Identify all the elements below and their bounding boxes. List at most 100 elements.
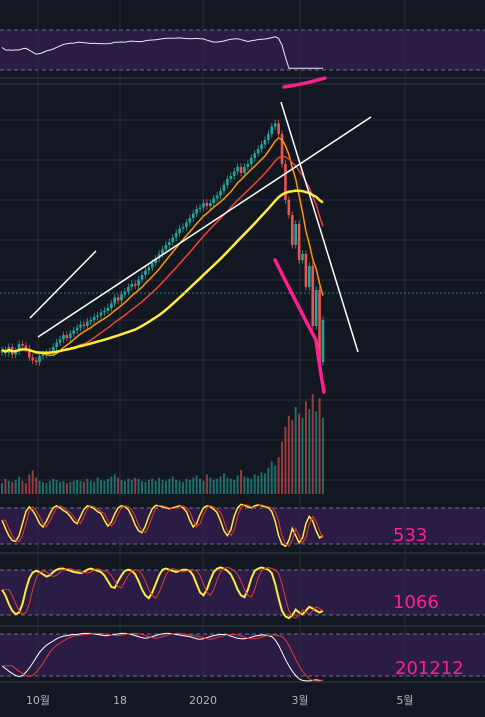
- candle-body: [280, 134, 284, 164]
- candle-body: [181, 227, 185, 229]
- volume-bar: [311, 394, 314, 494]
- volume-bar: [226, 477, 229, 494]
- candle-body: [79, 324, 82, 328]
- volume-bar: [181, 482, 184, 494]
- volume-bar: [212, 479, 215, 494]
- volume-bar: [257, 475, 260, 494]
- candle-body: [147, 267, 151, 271]
- candle-body: [232, 171, 236, 176]
- volume-bar: [168, 478, 171, 494]
- candle-body: [171, 237, 175, 242]
- osc-201212-panel-band: [0, 634, 485, 676]
- candle-body: [103, 311, 106, 313]
- volume-bar: [103, 480, 106, 494]
- annotation-rsi-stroke: [282, 76, 327, 89]
- osc-1066-yellow-line: [1, 566, 324, 620]
- candle-body: [297, 224, 301, 260]
- volume-bar: [45, 483, 48, 494]
- osc-533-yellow-line: [1, 503, 324, 548]
- volume-bar: [134, 477, 137, 494]
- candle-body: [226, 179, 229, 185]
- volume-bar: [62, 480, 65, 494]
- ma-orange-line: [1, 137, 324, 357]
- candle-body: [229, 176, 233, 179]
- candle-body: [68, 333, 72, 338]
- candle-body: [116, 297, 120, 301]
- candle-body: [273, 123, 277, 127]
- x-tick-label: 10월: [26, 694, 50, 707]
- volume-bar: [222, 473, 225, 494]
- candle-body: [133, 284, 137, 286]
- trendline-short-up: [29, 250, 97, 319]
- panel-label-201212: 201212: [395, 658, 464, 679]
- volume-bar: [100, 479, 103, 494]
- candle-body: [82, 324, 86, 326]
- candle-body: [202, 203, 205, 208]
- volume-bar: [284, 426, 287, 494]
- volume-bar: [277, 457, 280, 494]
- candle-body: [38, 356, 41, 362]
- volume-bar: [322, 417, 324, 494]
- candle-body: [120, 294, 123, 301]
- volume-bar: [171, 476, 174, 494]
- volume-bar: [7, 480, 10, 494]
- volume-bar: [195, 475, 198, 494]
- volume-bar: [185, 478, 188, 494]
- candle-body: [267, 134, 270, 140]
- volume-bar: [243, 476, 246, 494]
- volume-bar: [110, 476, 113, 494]
- volume-bar: [89, 480, 92, 494]
- volume-bar: [175, 479, 178, 494]
- x-tick-label: 5월: [396, 694, 413, 707]
- volume-bar: [209, 477, 212, 494]
- candle-body: [246, 164, 250, 167]
- volume-bar: [246, 477, 249, 494]
- volume-bar: [216, 478, 219, 494]
- candle-body: [41, 354, 45, 356]
- candle-body: [287, 200, 291, 215]
- volume-bar: [178, 480, 181, 494]
- volume-bar: [69, 482, 72, 494]
- candle-body: [62, 335, 65, 340]
- volume-bar: [137, 478, 140, 494]
- volume-bar: [158, 477, 161, 494]
- volume-bar: [315, 411, 318, 494]
- candle-body: [284, 164, 287, 200]
- volume-bar: [65, 483, 68, 494]
- volume-bar: [233, 479, 236, 494]
- osc-1066-signal-line: [2, 566, 324, 619]
- volume-bar: [308, 409, 311, 494]
- candle-body: [24, 345, 28, 349]
- volume-bar: [164, 480, 167, 494]
- volume-bar: [298, 413, 301, 494]
- volume-bar: [1, 483, 3, 494]
- volume-bar: [240, 470, 243, 494]
- candle-body: [209, 203, 212, 206]
- rsi-top-panel-band: [0, 30, 485, 70]
- volume-bar: [120, 479, 123, 494]
- volume-bar: [294, 407, 297, 494]
- volume-bar: [199, 478, 202, 494]
- volume-bar: [274, 465, 277, 494]
- volume-bar: [205, 474, 208, 494]
- candle-body: [96, 315, 99, 317]
- candle-body: [150, 263, 154, 268]
- candle-body: [198, 207, 202, 209]
- candle-body: [311, 266, 315, 326]
- volume-bar: [31, 470, 34, 494]
- candle-body: [215, 195, 219, 199]
- volume-bar: [192, 477, 195, 494]
- candle-body: [154, 258, 157, 263]
- candle-body: [256, 149, 260, 154]
- candle-body: [130, 284, 134, 287]
- candle-body: [92, 317, 96, 320]
- panel-label-533: 533: [393, 525, 427, 546]
- candle-body: [308, 266, 311, 287]
- candle-body: [219, 191, 222, 196]
- candle-body: [14, 351, 17, 355]
- candle-body: [253, 153, 257, 158]
- volume-bar: [250, 478, 253, 494]
- osc-1066-panel-band: [0, 570, 485, 615]
- volume-bar: [270, 461, 273, 494]
